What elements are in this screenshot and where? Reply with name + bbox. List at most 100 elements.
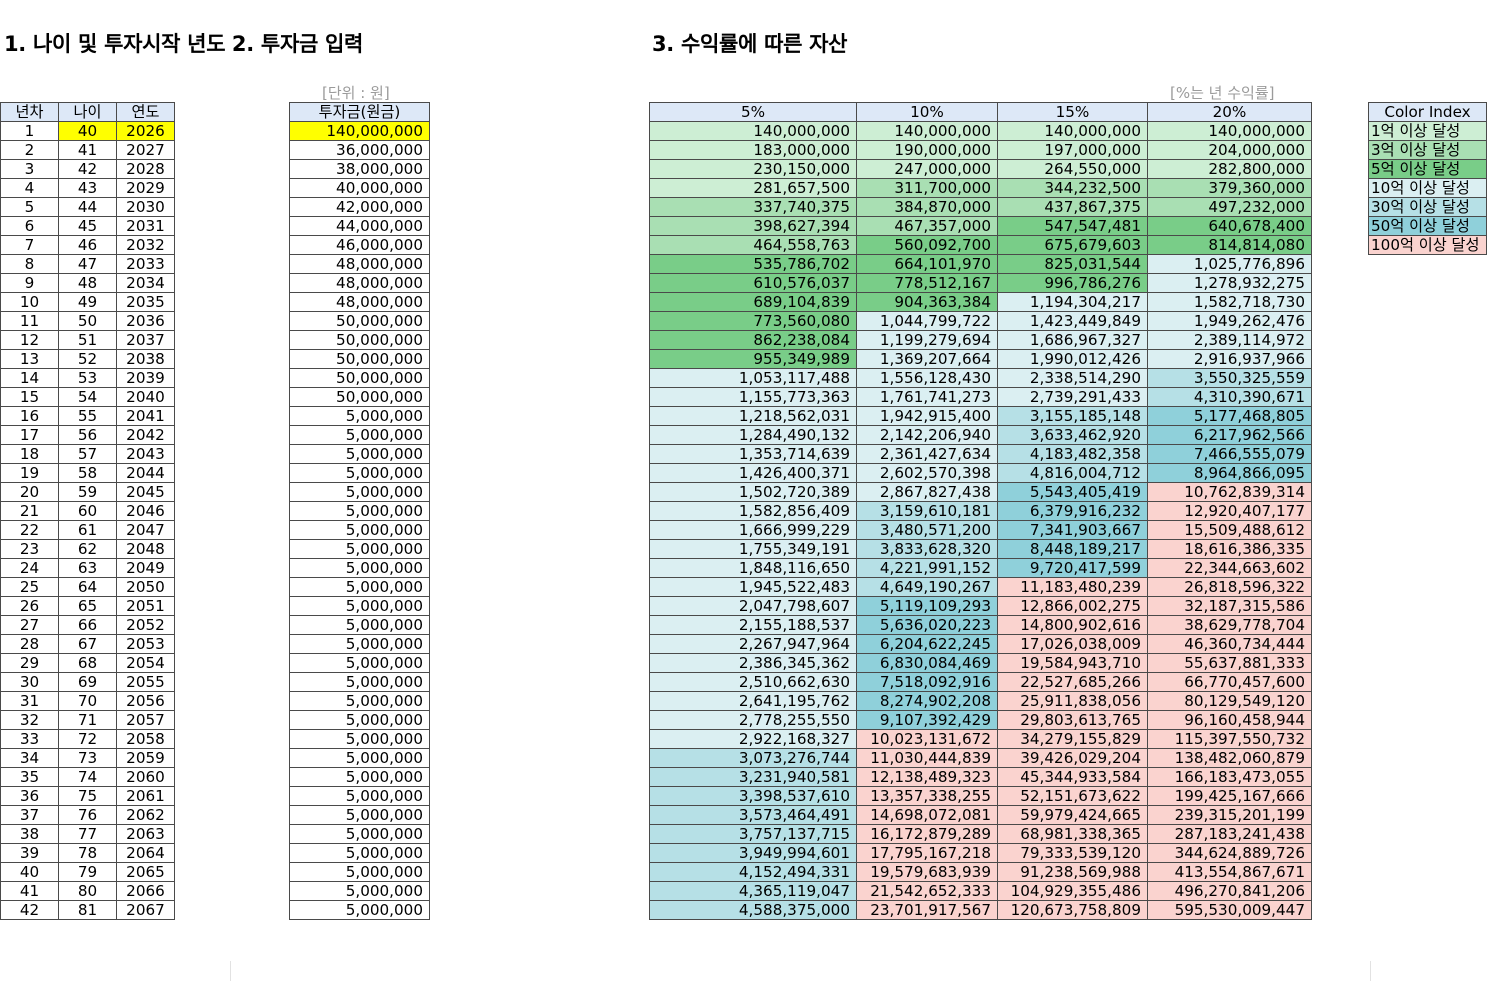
asset-cell-10[interactable]: 17,795,167,218 [857,844,998,863]
asset-cell-5[interactable]: 3,073,276,744 [650,749,857,768]
asset-cell-20[interactable]: 204,000,000 [1148,141,1312,160]
asset-cell-20[interactable]: 12,920,407,177 [1148,502,1312,521]
year-cell[interactable]: 2060 [117,768,175,787]
year-cell[interactable]: 2056 [117,692,175,711]
asset-cell-5[interactable]: 1,582,856,409 [650,502,857,521]
year-no-cell[interactable]: 8 [1,255,59,274]
age-cell[interactable]: 64 [59,578,117,597]
year-cell[interactable]: 2058 [117,730,175,749]
age-cell[interactable]: 67 [59,635,117,654]
principal-cell[interactable]: 5,000,000 [290,502,430,521]
header-age[interactable]: 나이 [59,103,117,122]
asset-cell-15[interactable]: 22,527,685,266 [998,673,1148,692]
asset-cell-5[interactable]: 1,284,490,132 [650,426,857,445]
year-cell[interactable]: 2029 [117,179,175,198]
asset-cell-15[interactable]: 68,981,338,365 [998,825,1148,844]
age-cell[interactable]: 63 [59,559,117,578]
year-cell[interactable]: 2036 [117,312,175,331]
asset-cell-15[interactable]: 79,333,539,120 [998,844,1148,863]
age-cell[interactable]: 53 [59,369,117,388]
asset-cell-15[interactable]: 264,550,000 [998,160,1148,179]
asset-cell-10[interactable]: 11,030,444,839 [857,749,998,768]
principal-cell[interactable]: 5,000,000 [290,464,430,483]
asset-cell-5[interactable]: 1,502,720,389 [650,483,857,502]
principal-cell[interactable]: 5,000,000 [290,825,430,844]
year-cell[interactable]: 2053 [117,635,175,654]
year-no-cell[interactable]: 20 [1,483,59,502]
header-year-no[interactable]: 년차 [1,103,59,122]
header-rate-10[interactable]: 10% [857,103,998,122]
asset-cell-15[interactable]: 996,786,276 [998,274,1148,293]
asset-cell-5[interactable]: 4,588,375,000 [650,901,857,920]
age-cell[interactable]: 71 [59,711,117,730]
legend-item-label[interactable]: 3억 이상 달성 [1369,141,1487,160]
year-cell[interactable]: 2045 [117,483,175,502]
asset-cell-5[interactable]: 862,238,084 [650,331,857,350]
asset-cell-15[interactable]: 1,990,012,426 [998,350,1148,369]
year-cell[interactable]: 2048 [117,540,175,559]
asset-cell-5[interactable]: 3,949,994,601 [650,844,857,863]
asset-cell-10[interactable]: 3,159,610,181 [857,502,998,521]
age-cell[interactable]: 59 [59,483,117,502]
asset-cell-5[interactable]: 2,155,188,537 [650,616,857,635]
asset-cell-15[interactable]: 140,000,000 [998,122,1148,141]
asset-cell-20[interactable]: 22,344,663,602 [1148,559,1312,578]
principal-cell[interactable]: 5,000,000 [290,711,430,730]
asset-cell-20[interactable]: 379,360,000 [1148,179,1312,198]
year-cell[interactable]: 2063 [117,825,175,844]
asset-cell-20[interactable]: 199,425,167,666 [1148,787,1312,806]
asset-cell-15[interactable]: 91,238,569,988 [998,863,1148,882]
year-no-cell[interactable]: 15 [1,388,59,407]
asset-cell-5[interactable]: 3,573,464,491 [650,806,857,825]
asset-cell-20[interactable]: 5,177,468,805 [1148,407,1312,426]
principal-cell[interactable]: 36,000,000 [290,141,430,160]
asset-cell-5[interactable]: 1,755,349,191 [650,540,857,559]
asset-cell-20[interactable]: 15,509,488,612 [1148,521,1312,540]
year-no-cell[interactable]: 24 [1,559,59,578]
principal-cell[interactable]: 5,000,000 [290,844,430,863]
principal-cell[interactable]: 48,000,000 [290,255,430,274]
age-cell[interactable]: 75 [59,787,117,806]
asset-cell-20[interactable]: 239,315,201,199 [1148,806,1312,825]
asset-cell-15[interactable]: 17,026,038,009 [998,635,1148,654]
principal-cell[interactable]: 5,000,000 [290,730,430,749]
asset-cell-15[interactable]: 25,911,838,056 [998,692,1148,711]
age-cell[interactable]: 62 [59,540,117,559]
legend-item-label[interactable]: 100억 이상 달성 [1369,236,1487,255]
asset-cell-20[interactable]: 8,964,866,095 [1148,464,1312,483]
year-cell[interactable]: 2028 [117,160,175,179]
age-cell[interactable]: 40 [59,122,117,141]
asset-cell-20[interactable]: 7,466,555,079 [1148,445,1312,464]
asset-cell-10[interactable]: 2,867,827,438 [857,483,998,502]
asset-cell-15[interactable]: 34,279,155,829 [998,730,1148,749]
age-cell[interactable]: 70 [59,692,117,711]
legend-item-label[interactable]: 50억 이상 달성 [1369,217,1487,236]
asset-cell-15[interactable]: 39,426,029,204 [998,749,1148,768]
legend-item-label[interactable]: 30억 이상 달성 [1369,198,1487,217]
year-no-cell[interactable]: 37 [1,806,59,825]
asset-cell-15[interactable]: 197,000,000 [998,141,1148,160]
year-cell[interactable]: 2039 [117,369,175,388]
asset-cell-15[interactable]: 3,633,462,920 [998,426,1148,445]
year-no-cell[interactable]: 36 [1,787,59,806]
age-cell[interactable]: 79 [59,863,117,882]
asset-cell-10[interactable]: 3,480,571,200 [857,521,998,540]
year-no-cell[interactable]: 3 [1,160,59,179]
year-no-cell[interactable]: 22 [1,521,59,540]
age-cell[interactable]: 42 [59,160,117,179]
year-no-cell[interactable]: 35 [1,768,59,787]
asset-cell-15[interactable]: 2,739,291,433 [998,388,1148,407]
asset-cell-5[interactable]: 183,000,000 [650,141,857,160]
asset-cell-15[interactable]: 59,979,424,665 [998,806,1148,825]
age-cell[interactable]: 45 [59,217,117,236]
asset-cell-20[interactable]: 138,482,060,879 [1148,749,1312,768]
year-no-cell[interactable]: 32 [1,711,59,730]
asset-cell-10[interactable]: 4,649,190,267 [857,578,998,597]
year-cell[interactable]: 2044 [117,464,175,483]
asset-cell-10[interactable]: 9,107,392,429 [857,711,998,730]
age-cell[interactable]: 80 [59,882,117,901]
year-cell[interactable]: 2041 [117,407,175,426]
principal-cell[interactable]: 5,000,000 [290,483,430,502]
principal-cell[interactable]: 44,000,000 [290,217,430,236]
year-cell[interactable]: 2066 [117,882,175,901]
